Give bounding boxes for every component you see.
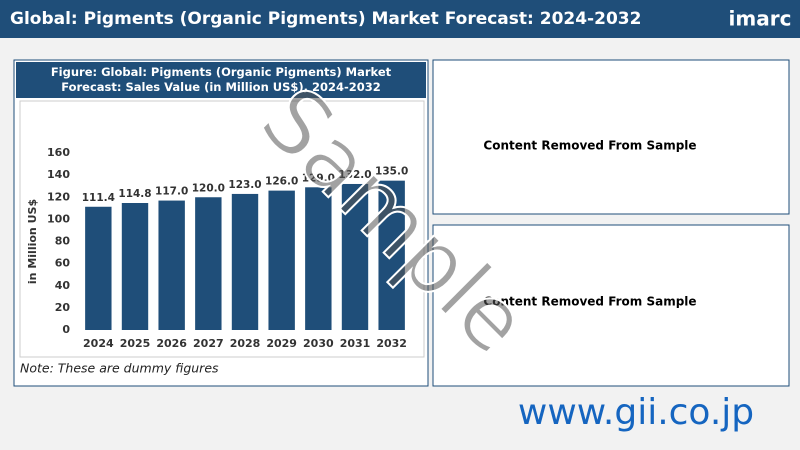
y-tick-label: 80: [55, 235, 71, 248]
x-tick-label: 2029: [266, 337, 297, 350]
y-tick-label: 20: [55, 301, 71, 314]
logo: imarc: [729, 7, 792, 31]
x-tick-label: 2031: [340, 337, 371, 350]
value-label: 132.0: [338, 169, 371, 181]
bar-chart: in Million US$ 0 20 40 60 80 100 120 140 160 2024 1…: [26, 146, 408, 350]
bar: [378, 180, 405, 330]
y-tick-label: 100: [47, 212, 70, 225]
figure-title-box: Figure: Global: Pigments (Organic Pigmen…: [50, 65, 392, 94]
value-label: 111.4: [82, 192, 115, 204]
note: Note: These are dummy figures: [20, 361, 219, 376]
figure-title: Figure: Global: Pigments (Organic Pigmen…: [50, 65, 392, 94]
y-axis-label: in Million US$: [26, 199, 39, 284]
value-label: 114.8: [118, 188, 151, 200]
y-tick-label: 160: [47, 146, 70, 159]
bar: [305, 187, 332, 330]
bar: [158, 200, 185, 330]
header-bar: [0, 0, 800, 38]
bar: [231, 193, 259, 330]
figure-title-bar: [16, 62, 426, 98]
removed-text: Content Removed From Sample: [483, 295, 696, 309]
value-label: 120.0: [192, 182, 225, 194]
x-tick-label: 2026: [156, 337, 187, 350]
y-tick-label: 120: [47, 190, 70, 203]
header-title: Global: Pigments (Organic Pigments) Mark…: [10, 9, 641, 29]
y-tick-label: 0: [62, 323, 70, 336]
removed-text: Content Removed From Sample: [483, 139, 696, 153]
bar: [121, 203, 149, 330]
bar: [85, 206, 112, 330]
x-tick-label: 2025: [120, 337, 151, 350]
x-tick-label: 2028: [230, 337, 261, 350]
bar: [268, 190, 295, 330]
value-label: 129.0: [302, 172, 335, 184]
x-tick-label: 2032: [376, 337, 407, 350]
value-label: 117.0: [155, 186, 188, 198]
y-tick-label: 60: [55, 257, 71, 270]
x-tick-label: 2027: [193, 337, 224, 350]
bar: [195, 197, 222, 330]
removed-panel: [432, 224, 790, 387]
y-tick-label: 140: [47, 168, 70, 181]
value-label: 123.0: [228, 179, 261, 191]
value-label: 126.0: [265, 176, 298, 188]
x-tick-label: 2024: [83, 337, 114, 350]
bar: [341, 183, 369, 330]
footer-url: www.gii.co.jp: [518, 392, 754, 433]
value-label: 135.0: [375, 166, 408, 178]
y-tick-label: 40: [55, 279, 71, 292]
x-tick-label: 2030: [303, 337, 334, 350]
removed-panel: [432, 59, 790, 215]
